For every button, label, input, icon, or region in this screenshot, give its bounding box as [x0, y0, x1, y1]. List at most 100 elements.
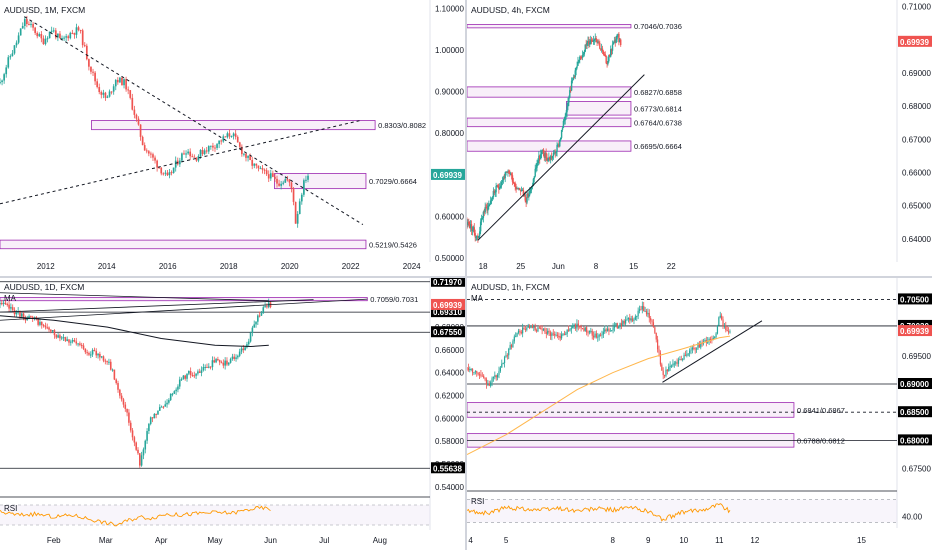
x-tick-label: 2022	[342, 262, 360, 271]
candle-body	[591, 40, 594, 42]
candle-body	[517, 330, 520, 333]
candle-body	[491, 378, 493, 383]
level-badge-label: 0.69000	[900, 380, 929, 389]
candle-body	[714, 337, 716, 339]
candle-body	[15, 311, 18, 315]
candle-body	[30, 23, 32, 25]
candle-body	[626, 318, 628, 320]
candle-body	[726, 330, 728, 332]
candle-body	[71, 32, 74, 34]
x-tick-label: 2016	[159, 262, 177, 271]
candle-body	[618, 34, 620, 43]
candle-body	[515, 336, 517, 338]
daily-chart-title: AUDUSD, 1D, FXCM	[4, 282, 85, 292]
candle-body	[561, 334, 563, 339]
candle-body	[474, 233, 476, 238]
candle-body	[480, 218, 483, 222]
candle-body	[111, 369, 114, 371]
candle-body	[526, 194, 528, 203]
y-tick-label: 0.58000	[435, 437, 464, 446]
candle-body	[249, 332, 252, 342]
candle-body	[129, 422, 132, 431]
candle-body	[581, 328, 584, 330]
moving-average-line	[0, 315, 269, 348]
candle-body	[265, 170, 268, 175]
candle-body	[551, 155, 554, 159]
candle-body	[259, 168, 262, 170]
candle-body	[282, 182, 285, 184]
candle-body	[654, 327, 656, 333]
current-price-label: 0.69939	[900, 327, 929, 336]
candle-body	[203, 150, 206, 155]
candle-body	[641, 306, 643, 310]
candle-body	[145, 150, 148, 152]
candle-body	[511, 175, 514, 182]
candle-body	[244, 347, 246, 351]
x-tick-label: Aug	[373, 536, 387, 545]
candle-body	[608, 54, 610, 62]
y-tick-label: 0.67500	[902, 465, 931, 474]
candle-body	[597, 42, 599, 44]
candle-body	[245, 153, 247, 158]
candle-body	[602, 51, 605, 55]
candle-body	[729, 331, 731, 333]
monthly-chart-svg[interactable]: 1.100001.000000.900000.800000.700000.600…	[0, 0, 465, 276]
x-tick-label: 11	[715, 536, 724, 545]
candle-body	[719, 315, 721, 318]
four-hour-chart-svg[interactable]: 0.710000.700000.690000.680000.670000.660…	[467, 0, 932, 276]
supply-demand-zone	[0, 297, 368, 302]
candle-body	[586, 42, 588, 46]
x-tick-label: Feb	[47, 536, 61, 545]
candle-body	[534, 326, 536, 331]
x-tick-label: 2024	[403, 262, 421, 271]
candle-body	[576, 323, 578, 329]
candle-body	[630, 318, 632, 321]
candle-body	[524, 329, 527, 331]
candle-body	[67, 36, 70, 39]
candle-body	[520, 190, 523, 192]
daily-chart-svg[interactable]: 0.719700.700000.680000.660000.640000.620…	[0, 278, 465, 550]
candle-body	[158, 167, 161, 169]
candle-body	[545, 332, 547, 334]
y-tick-label: 0.65000	[902, 202, 931, 211]
candle-body	[541, 149, 544, 152]
candle-body	[597, 336, 599, 338]
candle-body	[230, 136, 233, 138]
candle-body	[513, 336, 515, 342]
candle-body	[570, 80, 573, 91]
candle-body	[580, 56, 582, 58]
level-badge	[431, 306, 465, 318]
monthly-chart-panel[interactable]: 1.100001.000000.900000.800000.700000.600…	[0, 0, 465, 276]
candle-body	[523, 194, 526, 196]
candle-body	[184, 375, 187, 379]
candle-body	[57, 335, 59, 338]
candle-body	[586, 327, 588, 333]
candle-body	[75, 341, 78, 344]
four-hour-chart-panel[interactable]: 0.710000.700000.690000.680000.670000.660…	[467, 0, 932, 276]
candle-body	[530, 325, 532, 328]
candle-body	[50, 329, 52, 332]
candle-body	[640, 309, 642, 311]
candle-body	[217, 359, 219, 361]
candle-body	[611, 330, 613, 332]
candle-body	[90, 66, 92, 72]
daily-chart-panel[interactable]: 0.719700.700000.680000.660000.640000.620…	[0, 278, 465, 550]
candle-body	[617, 34, 619, 36]
candle-body	[226, 360, 228, 365]
candle-body	[585, 44, 587, 46]
candle-body	[488, 384, 490, 386]
candle-body	[510, 173, 513, 176]
candle-body	[19, 310, 21, 317]
candle-body	[613, 40, 616, 43]
y-tick-label: 0.66000	[902, 168, 931, 177]
candle-body	[160, 167, 163, 174]
candle-body	[542, 149, 545, 154]
candle-body	[211, 360, 214, 368]
candle-body	[523, 327, 525, 330]
level-badge	[431, 462, 465, 474]
hourly-chart-svg[interactable]: 0.705000.700000.695000.690000.685000.680…	[467, 278, 932, 550]
candle-body	[492, 376, 495, 379]
candle-body	[687, 353, 689, 355]
candle-body	[133, 109, 136, 115]
hourly-chart-panel[interactable]: 0.705000.700000.695000.690000.685000.680…	[467, 278, 932, 550]
